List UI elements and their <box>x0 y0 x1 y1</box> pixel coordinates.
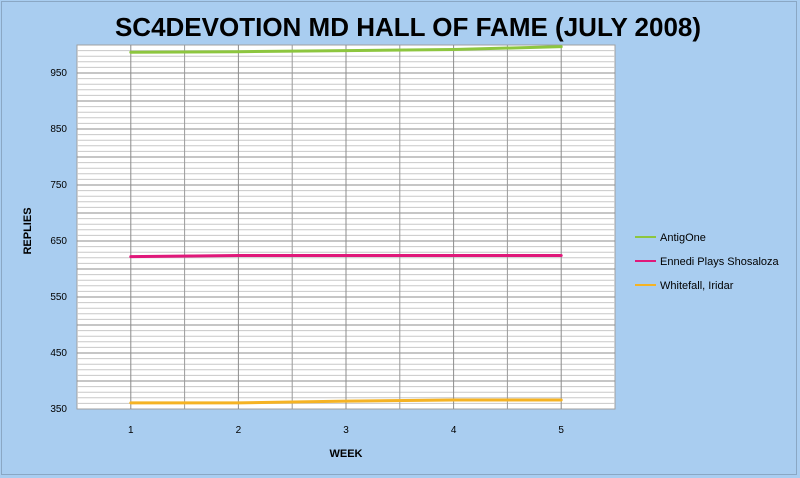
gridlines <box>77 45 615 409</box>
x-axis-title: WEEK <box>330 448 363 460</box>
x-tick-label: 4 <box>451 425 457 436</box>
legend-label: Whitefall, Iridar <box>660 280 734 292</box>
y-axis-title: REPLIES <box>22 207 34 254</box>
chart-title: SC4DEVOTION MD HALL OF FAME (JULY 2008) <box>115 12 701 42</box>
y-tick-label: 750 <box>50 180 67 191</box>
x-tick-label: 5 <box>558 425 564 436</box>
y-tick-label: 650 <box>50 236 67 247</box>
legend-label: AntigOne <box>660 232 706 244</box>
series-line <box>129 398 563 405</box>
y-axis-ticks: 350 450 550 650 750 850 950 <box>50 68 67 415</box>
y-tick-label: 950 <box>50 68 67 79</box>
x-tick-label: 2 <box>236 425 242 436</box>
x-axis-ticks: 1 2 3 4 5 <box>128 425 564 436</box>
y-tick-label: 350 <box>50 404 67 415</box>
series-line <box>129 254 563 259</box>
x-tick-label: 3 <box>343 425 349 436</box>
series-line <box>129 45 563 54</box>
legend: AntigOne Ennedi Plays Shosaloza Whitefall,… <box>635 232 780 292</box>
y-tick-label: 550 <box>50 292 67 303</box>
x-tick-label: 1 <box>128 425 134 436</box>
series-lines <box>129 45 563 405</box>
y-tick-label: 450 <box>50 348 67 359</box>
y-tick-label: 850 <box>50 124 67 135</box>
legend-label: Ennedi Plays Shosaloza <box>660 256 780 268</box>
